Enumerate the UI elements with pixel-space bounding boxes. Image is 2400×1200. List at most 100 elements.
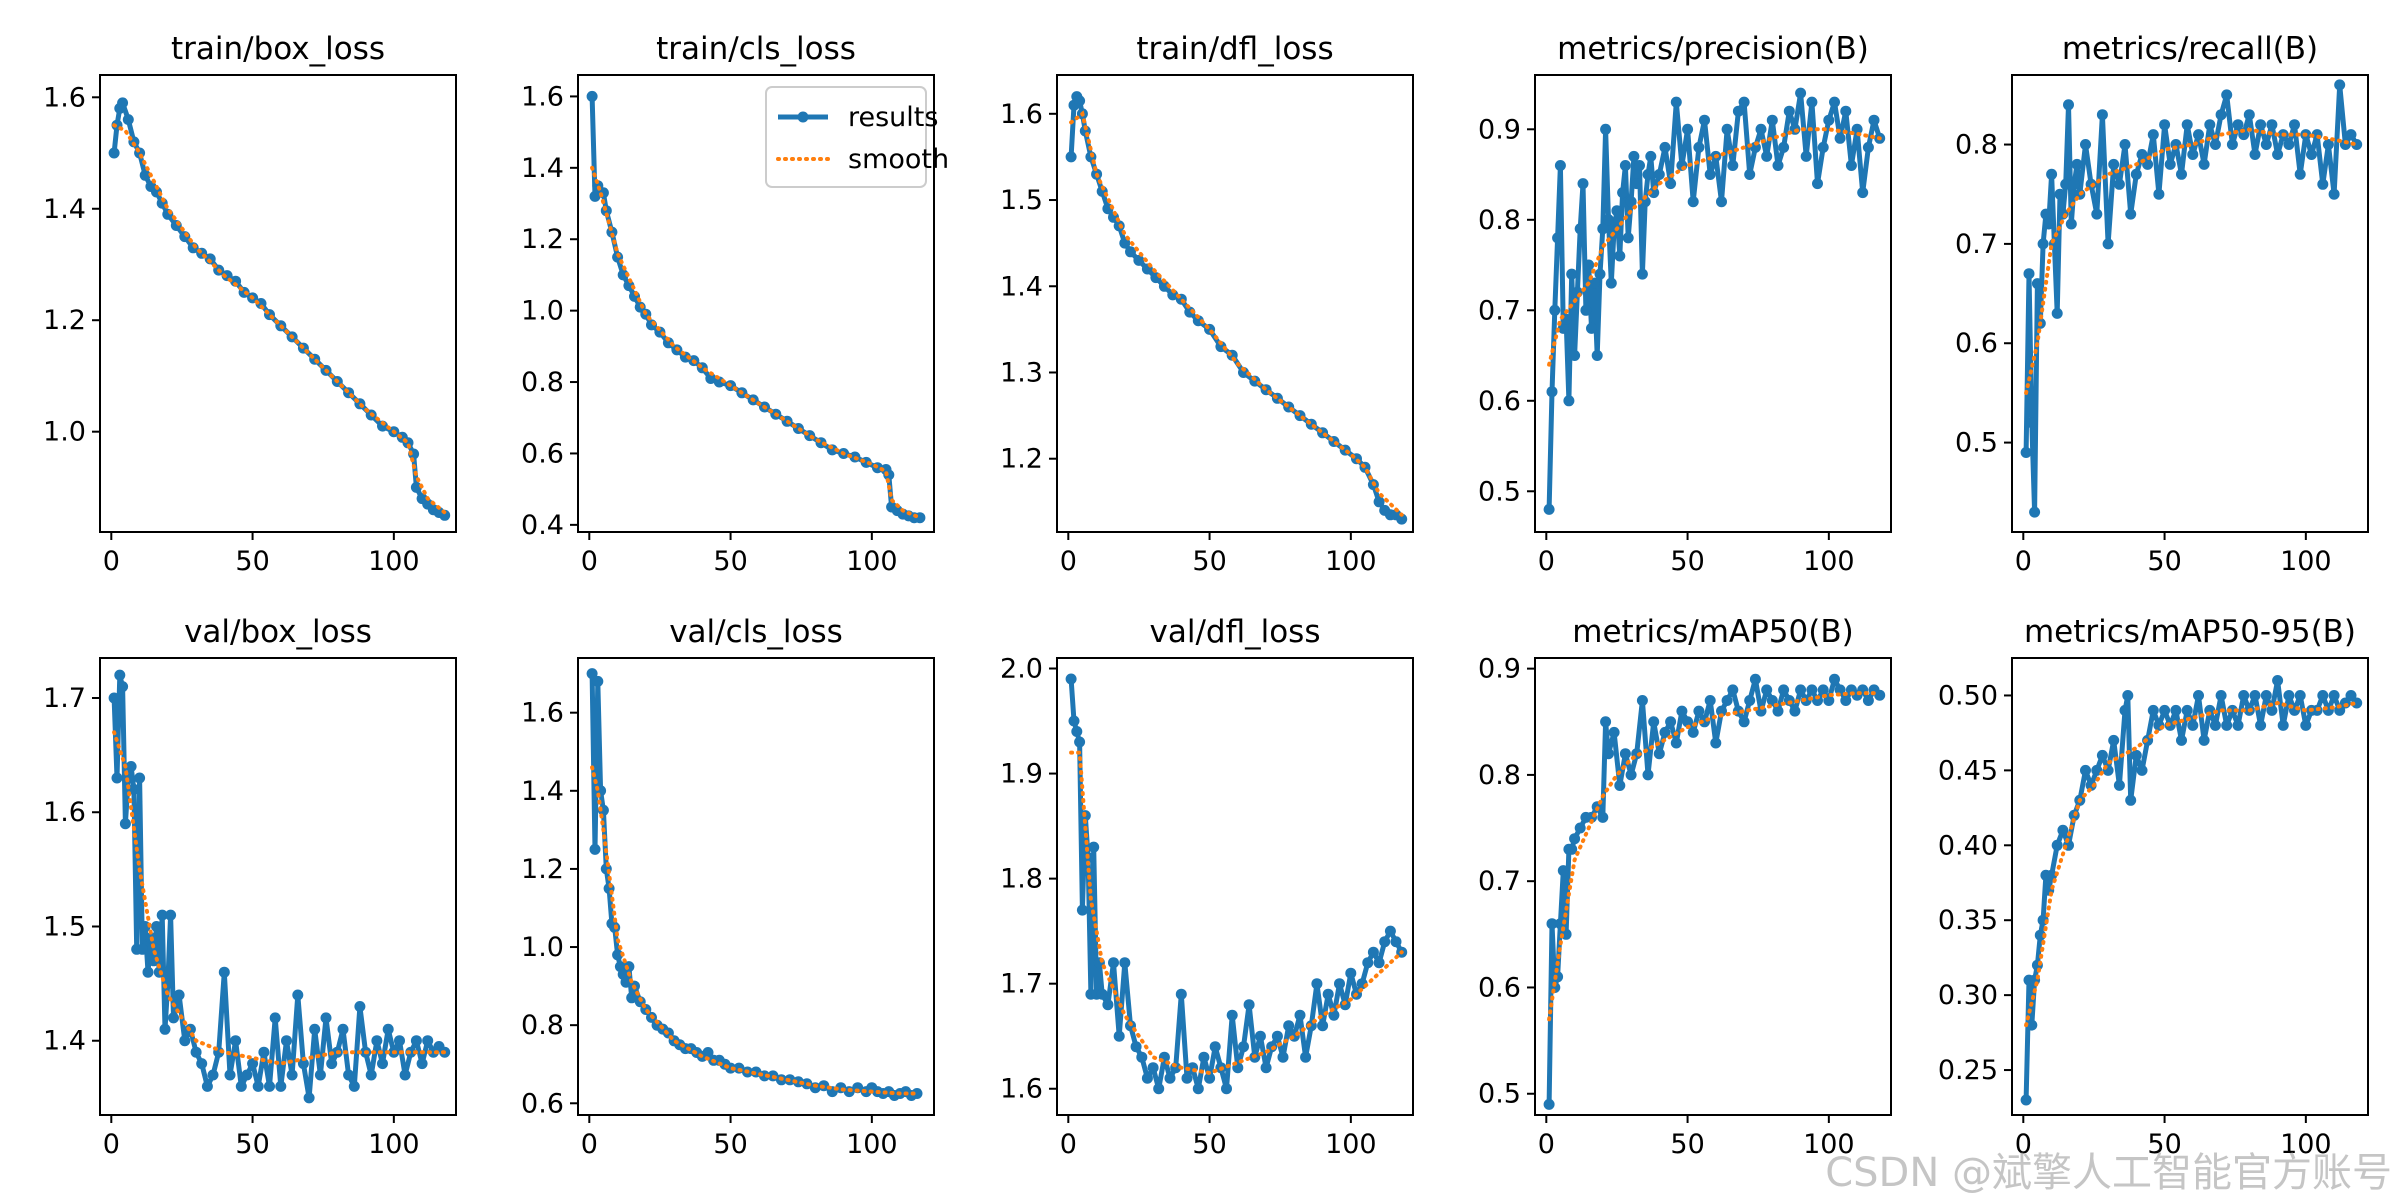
results-point [1158,280,1170,292]
results-point [2334,79,2346,91]
smooth-line [590,765,919,1096]
results-point [2057,824,2069,836]
results-point [320,1012,332,1024]
results-point [1164,1072,1176,1084]
results-point [626,992,638,1004]
results-point [108,692,120,704]
results-point [309,1023,321,1035]
smooth-line [590,165,922,520]
results-point [1642,169,1654,180]
results-point [1566,843,1578,855]
results-point [1317,1020,1329,1032]
results-point [1574,822,1586,834]
results-point [2193,129,2204,141]
subplot-8: metrics/mAP50(B) 0 50 100 0.5 0.6 0.7 0.8 0.9 [1478,614,1892,1160]
results-point [2187,149,2199,160]
results-point [1812,695,1823,706]
results-point [1260,1062,1272,1074]
results-point [1732,105,1744,117]
subplot-1: train/cls_loss 0 50 100 0.4 0.6 0.8 1.0 1.2 1.4 1.… [521,31,949,577]
results-point [399,1069,411,1081]
y-tick-label: 1.4 [521,776,564,807]
results-point [2266,119,2278,131]
results-point [1710,737,1722,749]
results-point [1744,169,1756,180]
results-point [2068,178,2080,190]
results-point [2085,779,2097,791]
x-tick-label: 100 [1803,1129,1855,1160]
results-point [1614,250,1626,262]
results-point [156,909,168,921]
results-point [151,921,162,932]
x-tick-label: 0 [103,546,120,577]
y-tick-label: 0.6 [521,438,564,469]
results-point [1362,957,1374,969]
y-tick-label: 1.5 [1000,185,1043,216]
results-point [1704,695,1716,706]
results-point [1563,395,1575,407]
results-point [207,1069,219,1081]
results-point [1552,232,1564,244]
results-point [165,909,177,921]
smooth-line [112,123,447,515]
results-point [2283,690,2295,701]
subplot-5: val/box_loss 0 50 100 1.4 1.5 1.6 1.7 [43,614,457,1160]
results-point [2226,139,2238,150]
y-tick-label: 1.6 [43,82,86,113]
results-point [2071,158,2083,170]
results-point [1851,123,1863,135]
y-tick-label: 0.7 [1478,866,1521,897]
results-point [2108,158,2120,170]
results-point [2119,139,2131,150]
results-point [1687,726,1699,738]
results-point [2063,99,2074,111]
results-point [1761,684,1773,696]
results-point [1373,957,1385,969]
x-tick-label: 50 [713,1129,747,1160]
results-point [1076,904,1088,916]
results-point [1823,114,1835,126]
results-point [2102,238,2114,250]
y-tick-label: 0.5 [1955,428,1998,459]
results-point [1636,695,1648,706]
x-tick-label: 50 [235,1129,269,1160]
x-tick-label: 100 [846,546,898,577]
results-point [1345,967,1357,979]
results-point [111,772,123,784]
results-point [592,675,604,687]
results-point [1603,214,1614,226]
results-point [2345,129,2357,141]
results-point [1209,1041,1221,1053]
results-point [1619,160,1631,171]
y-tick-label: 0.35 [1938,905,1998,936]
smooth-line [2024,127,2359,395]
results-point [1608,223,1620,235]
results-point [134,772,146,784]
y-tick-label: 0.8 [1478,205,1521,236]
y-tick-label: 1.4 [43,194,86,225]
results-point [162,208,174,220]
x-tick-label: 0 [1538,1129,1555,1160]
results-point [1625,769,1637,781]
results-point [1543,1098,1555,1110]
results-point [1744,695,1756,706]
x-tick-label: 0 [2015,546,2032,577]
results-point [1783,105,1795,117]
results-point [1300,1051,1312,1063]
plot-frame [577,657,935,1116]
results-point [2260,690,2272,701]
results-point [1648,716,1660,728]
results-point [2266,704,2278,716]
results-point [1795,684,1807,696]
results-point [125,761,137,772]
results-point [1074,736,1086,748]
results-point [2159,704,2171,716]
results-point [1204,1072,1216,1084]
results-point [264,1080,275,1092]
x-tick-label: 100 [1325,546,1377,577]
smooth-line [2024,700,2359,1028]
results-point [2322,139,2334,150]
results-point [2043,218,2055,230]
results-point [705,373,717,384]
results-point [2031,278,2043,290]
